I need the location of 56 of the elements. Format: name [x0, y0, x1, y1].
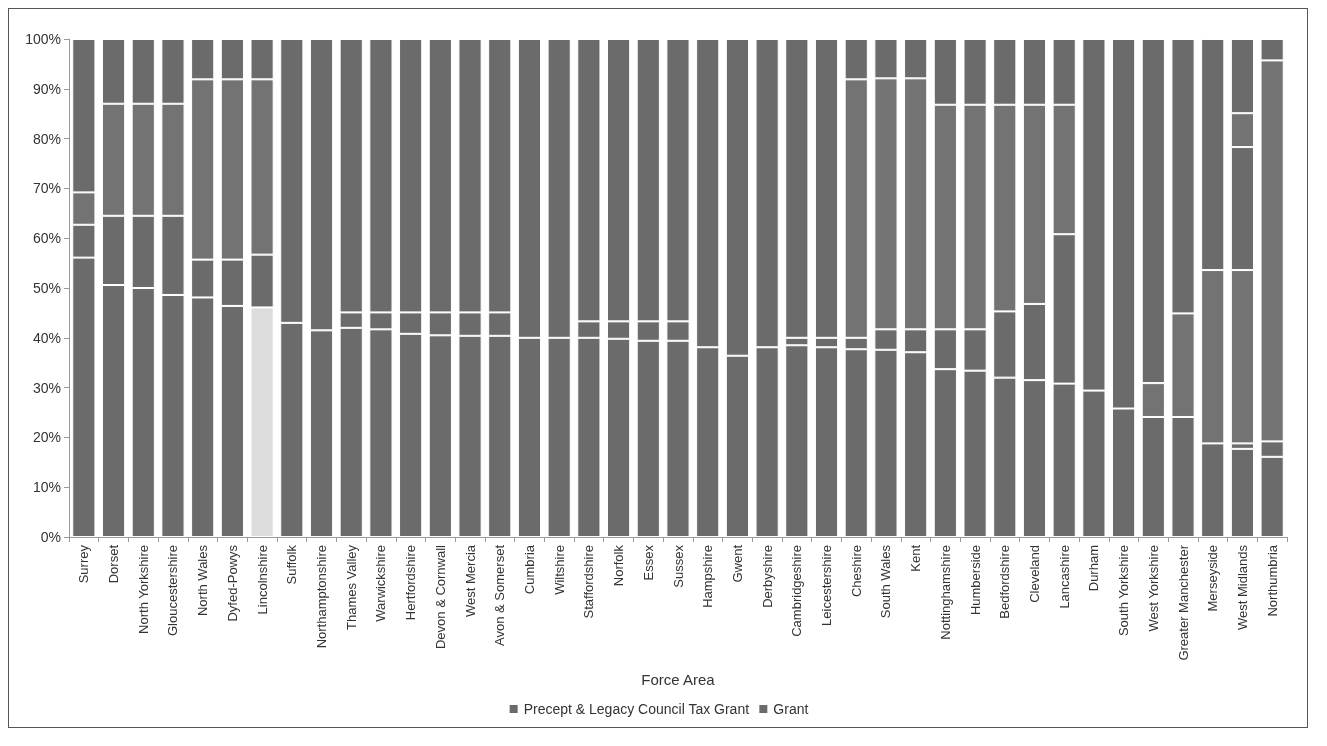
y-tick-label: 60%	[32, 230, 61, 247]
x-tick-label: Dorset	[106, 544, 122, 584]
x-tick-label: Lincolnshire	[254, 545, 270, 615]
x-tick-label: Cumbria	[521, 544, 537, 595]
x-tick-label: Avon & Somerset	[492, 544, 508, 646]
x-tick-label: South Wales	[878, 544, 894, 619]
y-tick-label: 10%	[32, 479, 61, 496]
x-tick-label: Durham	[1086, 545, 1102, 592]
x-tick-label: Humberside	[967, 545, 983, 616]
y-tick-label: 90%	[32, 80, 61, 97]
x-tick-label: Norfolk	[611, 544, 627, 587]
x-tick-label: Leicestershire	[819, 545, 835, 626]
x-tick-label: Bedfordshire	[997, 545, 1013, 619]
x-tick-label: Sussex	[670, 544, 686, 588]
x-tick-label: Nottinghamshire	[937, 545, 953, 640]
legend-label: Grant	[773, 701, 809, 717]
x-tick-label: Suffolk	[284, 544, 300, 585]
x-tick-label: Hertfordshire	[403, 545, 419, 621]
x-tick-label: Northamptonshire	[314, 545, 330, 649]
x-tick-label: Greater Manchester	[1175, 544, 1191, 661]
x-tick-label: Cheshire	[848, 545, 864, 598]
x-tick-label: Wiltshire	[551, 545, 567, 595]
x-tick-label: Thames Valley	[343, 544, 359, 631]
x-tick-label: West Midlands	[1234, 544, 1250, 631]
x-tick-label: Cambridgeshire	[789, 545, 805, 637]
x-tick-label: Devon & Cornwall	[432, 544, 448, 650]
x-axis-title: Force Area	[641, 671, 716, 688]
x-tick-label: North Wales	[195, 544, 211, 617]
x-tick-label: Northumbria	[1264, 544, 1280, 617]
x-tick-label: Gwent	[729, 544, 745, 583]
x-tick-label: Essex	[640, 544, 656, 581]
y-tick-label: 50%	[32, 280, 61, 296]
x-tick-label: Derbyshire	[759, 545, 775, 608]
x-tick-label: Staffordshire	[581, 545, 597, 619]
x-tick-label: Dyfed-Powys	[224, 544, 240, 622]
legend-label: Precept & Legacy Council Tax Grant	[523, 701, 750, 717]
y-tick-label: 80%	[32, 130, 61, 147]
y-tick-label: 30%	[32, 379, 61, 396]
x-tick-label: Kent	[908, 544, 924, 572]
bar	[1230, 448, 1255, 537]
y-tick-label: 70%	[32, 180, 61, 197]
x-tick-label: Lancashire	[1056, 545, 1072, 609]
x-tick-label: North Yorkshire	[135, 545, 151, 634]
y-tick-label: 40%	[32, 329, 61, 346]
x-tick-label: West Mercia	[462, 544, 478, 617]
y-tick-label: 20%	[32, 429, 61, 446]
x-tick-label: Hampshire	[700, 545, 716, 608]
y-tick-label: 0%	[40, 529, 61, 545]
x-tick-label: Warwickshire	[373, 545, 389, 622]
x-tick-label: Cleveland	[1026, 545, 1042, 603]
y-tick-label: 100%	[25, 31, 61, 47]
x-tick-label: Surrey	[76, 544, 92, 584]
x-tick-label: Merseyside	[1205, 545, 1221, 612]
x-tick-label: West Yorkshire	[1145, 545, 1161, 632]
x-tick-label: Gloucestershire	[165, 545, 181, 637]
x-tick-label: South Yorkshire	[1116, 545, 1132, 637]
